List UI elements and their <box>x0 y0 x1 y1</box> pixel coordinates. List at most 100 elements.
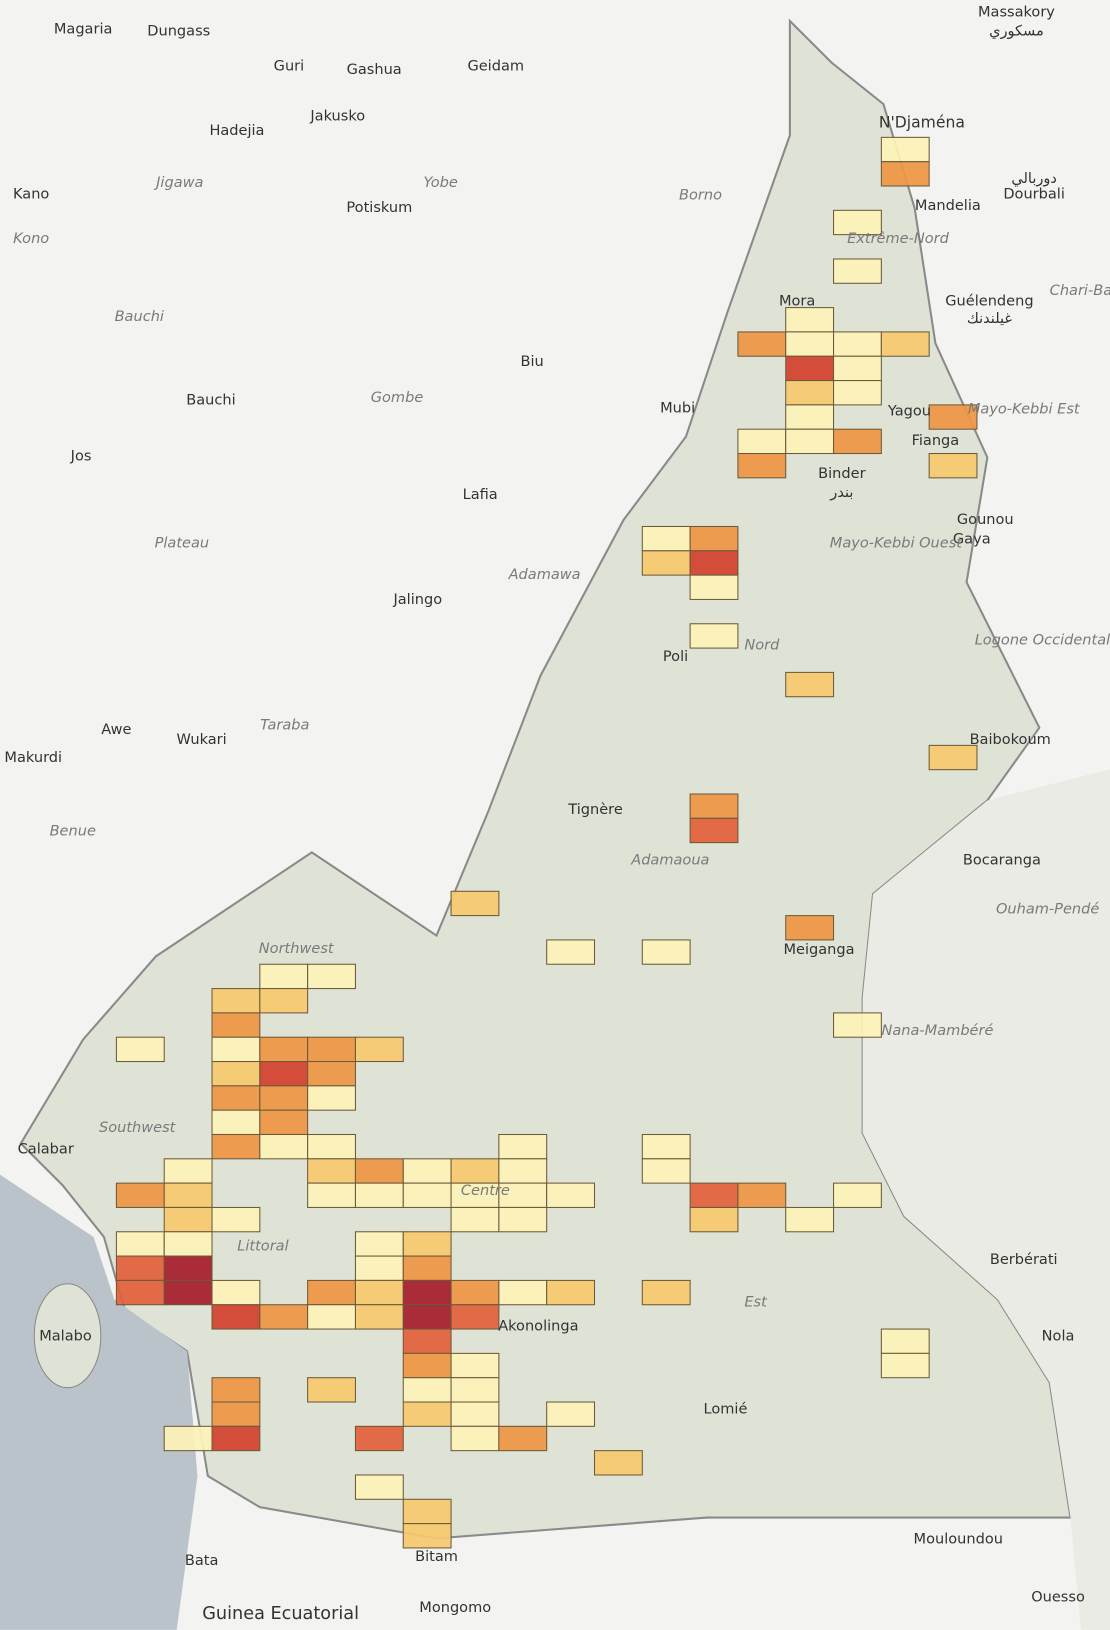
region-label: Nord <box>744 637 780 654</box>
city-label: Dungass <box>147 22 210 39</box>
heat-cell <box>211 1085 261 1111</box>
city-label: Gashua <box>347 61 402 78</box>
city-label: Jakusko <box>309 108 365 125</box>
heat-cell <box>402 1401 452 1427</box>
region-label: Extrême-Nord <box>847 230 950 247</box>
heat-cell <box>737 1182 787 1208</box>
region-label: Chari-Ba <box>1050 282 1110 299</box>
heat-cell <box>402 1523 452 1549</box>
heat-cell <box>737 331 787 357</box>
region-label: Northwest <box>259 940 335 957</box>
city-label: غيلندنك <box>967 310 1013 327</box>
heat-cell <box>689 623 739 649</box>
heat-cell <box>354 1182 404 1208</box>
region-label: Yobe <box>423 174 457 191</box>
heat-cell <box>641 525 691 552</box>
city-label: Guri <box>274 58 305 75</box>
heat-cell <box>641 1133 691 1160</box>
heat-cell <box>737 428 787 455</box>
city-label: Bata <box>185 1552 219 1569</box>
heat-cell <box>689 550 739 576</box>
heat-cell <box>163 1255 213 1281</box>
heat-cell <box>498 1158 548 1184</box>
heat-cell <box>163 1231 213 1257</box>
heat-cell <box>498 1133 548 1160</box>
heat-cell <box>211 1206 261 1233</box>
heat-cell <box>498 1425 548 1452</box>
heat-cell <box>880 136 930 163</box>
city-label: Mubi <box>660 400 695 417</box>
heat-cell <box>546 1182 596 1208</box>
city-label: Meiganga <box>783 941 854 958</box>
heat-cell <box>354 1231 404 1257</box>
city-label: Hadejia <box>209 122 264 139</box>
heat-cell <box>402 1158 452 1184</box>
region-label: Mayo-Kebbi Ouest <box>830 535 964 552</box>
heat-cell <box>259 1061 309 1087</box>
labels: Magaria Dungass Guri Gashua Geidam Massakoryم… <box>4 4 1110 1625</box>
heat-cell <box>498 1206 548 1233</box>
heat-cell <box>211 988 261 1014</box>
city-label: Tignère <box>567 801 623 818</box>
city-label: Malabo <box>39 1328 92 1345</box>
heat-cell <box>785 307 835 333</box>
region-label: Ouham-Pendé <box>996 901 1099 918</box>
city-label: Mongomo <box>419 1599 491 1616</box>
city-label: Magaria <box>54 20 113 37</box>
heat-cell <box>880 161 930 187</box>
heat-cell <box>354 1425 404 1452</box>
region-label: Centre <box>461 1182 510 1199</box>
region-label: Kono <box>13 230 49 247</box>
heat-cell <box>163 1279 213 1306</box>
region-label: Nana-Mambéré <box>882 1022 994 1039</box>
heat-cell <box>546 939 596 965</box>
city-label: Jalingo <box>392 591 442 608</box>
city-label: Kano <box>13 186 49 203</box>
region-label: Littoral <box>237 1237 288 1254</box>
city-label: Baibokoum <box>970 731 1051 748</box>
heat-cell <box>546 1279 596 1306</box>
heat-cell <box>402 1304 452 1330</box>
region-label: Mayo-Kebbi Est <box>968 401 1081 418</box>
region-label: Bauchi <box>115 308 164 325</box>
heat-cell <box>785 380 835 406</box>
region-label: Est <box>744 1293 768 1310</box>
heat-cell <box>928 404 978 430</box>
heat-cell <box>498 1279 548 1306</box>
city-label: Guélendeng <box>945 293 1033 310</box>
heat-cell <box>785 428 835 455</box>
region-label: Benue <box>50 823 96 840</box>
heat-cell <box>211 1425 261 1452</box>
heat-cell <box>450 1279 500 1306</box>
heat-cell <box>833 1182 882 1208</box>
city-label: Mandelia <box>915 197 981 214</box>
heat-cell <box>354 1279 404 1306</box>
heat-cell <box>211 1377 261 1403</box>
heat-cell <box>785 404 835 430</box>
heat-cell <box>689 1206 739 1233</box>
heat-cell <box>641 550 691 576</box>
heat-cell <box>928 744 978 771</box>
heat-cell <box>785 355 835 382</box>
heat-cell <box>354 1158 404 1184</box>
city-label: Makurdi <box>4 749 62 766</box>
heat-cell <box>785 331 835 357</box>
heat-cell <box>163 1425 213 1452</box>
heat-cell <box>402 1352 452 1379</box>
heat-cell <box>354 1304 404 1330</box>
city-label: Bauchi <box>186 391 235 408</box>
heat-grid <box>115 136 978 1549</box>
city-label: Wukari <box>177 731 227 748</box>
heat-cell <box>689 793 739 819</box>
heat-cell <box>211 1304 261 1330</box>
heat-cell <box>833 209 882 236</box>
heat-cell <box>402 1231 452 1257</box>
heat-cell <box>259 988 309 1014</box>
city-label: Potiskum <box>346 199 412 216</box>
heat-cell <box>450 1377 500 1403</box>
heat-cell <box>450 1304 500 1330</box>
city-label: Massakory <box>978 4 1055 21</box>
city-label: Binder <box>818 465 865 482</box>
